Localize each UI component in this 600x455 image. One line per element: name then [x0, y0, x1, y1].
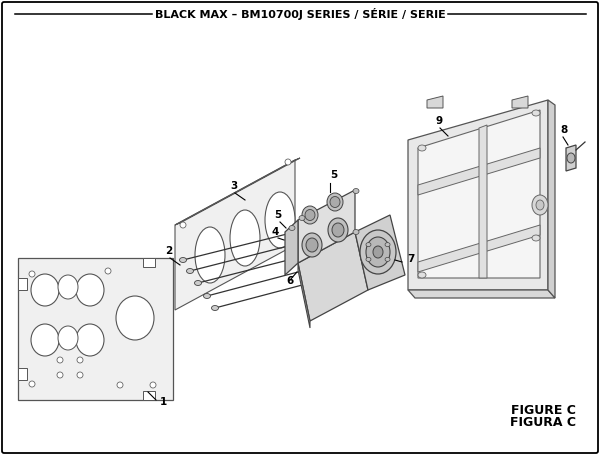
Polygon shape	[427, 96, 443, 108]
Ellipse shape	[57, 357, 63, 363]
Ellipse shape	[194, 280, 202, 285]
Polygon shape	[548, 100, 555, 298]
Text: 8: 8	[560, 125, 567, 135]
Ellipse shape	[117, 382, 123, 388]
Ellipse shape	[150, 382, 156, 388]
Ellipse shape	[179, 258, 187, 263]
Polygon shape	[418, 110, 540, 278]
Ellipse shape	[373, 246, 383, 258]
Ellipse shape	[29, 271, 35, 277]
Text: 7: 7	[407, 254, 415, 264]
Ellipse shape	[332, 223, 344, 237]
Ellipse shape	[532, 110, 540, 116]
Ellipse shape	[327, 193, 343, 211]
Ellipse shape	[366, 237, 390, 267]
Ellipse shape	[203, 293, 211, 298]
Ellipse shape	[366, 258, 371, 261]
Ellipse shape	[105, 268, 111, 274]
Polygon shape	[566, 145, 576, 171]
Ellipse shape	[289, 226, 295, 231]
Text: 6: 6	[286, 276, 293, 286]
Ellipse shape	[77, 372, 83, 378]
Ellipse shape	[418, 145, 426, 151]
Ellipse shape	[532, 195, 548, 215]
Polygon shape	[512, 96, 528, 108]
Text: BLACK MAX – BM10700J SERIES / SÉRIE / SERIE: BLACK MAX – BM10700J SERIES / SÉRIE / SE…	[155, 8, 445, 20]
Ellipse shape	[77, 357, 83, 363]
Polygon shape	[479, 125, 487, 278]
Ellipse shape	[58, 326, 78, 350]
Ellipse shape	[31, 324, 59, 356]
Ellipse shape	[230, 210, 260, 266]
Ellipse shape	[285, 159, 291, 165]
Polygon shape	[143, 391, 155, 400]
Ellipse shape	[187, 268, 193, 273]
Ellipse shape	[195, 227, 225, 283]
Polygon shape	[408, 290, 555, 298]
Ellipse shape	[29, 381, 35, 387]
Text: 1: 1	[160, 397, 167, 407]
Ellipse shape	[76, 324, 104, 356]
Polygon shape	[418, 225, 540, 272]
Polygon shape	[18, 258, 173, 400]
Polygon shape	[143, 258, 155, 267]
Ellipse shape	[180, 222, 186, 228]
Ellipse shape	[57, 372, 63, 378]
Ellipse shape	[212, 305, 218, 310]
Ellipse shape	[532, 235, 540, 241]
Ellipse shape	[366, 243, 371, 247]
Polygon shape	[418, 148, 540, 195]
Polygon shape	[298, 263, 310, 328]
Polygon shape	[18, 368, 27, 380]
Ellipse shape	[353, 188, 359, 193]
Ellipse shape	[76, 274, 104, 306]
Text: 5: 5	[274, 210, 281, 220]
Polygon shape	[18, 278, 27, 290]
Polygon shape	[408, 100, 548, 290]
Ellipse shape	[360, 230, 396, 274]
Ellipse shape	[328, 218, 348, 242]
Polygon shape	[175, 158, 300, 225]
Text: 2: 2	[165, 246, 172, 256]
Ellipse shape	[306, 238, 318, 252]
Polygon shape	[298, 190, 355, 263]
Ellipse shape	[116, 296, 154, 340]
Ellipse shape	[302, 206, 318, 224]
Ellipse shape	[302, 233, 322, 257]
Ellipse shape	[31, 274, 59, 306]
Polygon shape	[355, 215, 405, 290]
Ellipse shape	[330, 197, 340, 207]
Text: 5: 5	[330, 170, 337, 180]
Ellipse shape	[418, 272, 426, 278]
Polygon shape	[175, 160, 295, 310]
Text: FIGURA C: FIGURA C	[510, 416, 576, 430]
Ellipse shape	[536, 200, 544, 210]
Ellipse shape	[305, 209, 315, 221]
Ellipse shape	[567, 153, 575, 163]
Ellipse shape	[58, 275, 78, 299]
Text: 4: 4	[272, 227, 280, 237]
Text: 9: 9	[436, 116, 443, 126]
Text: FIGURE C: FIGURE C	[511, 404, 576, 416]
Ellipse shape	[385, 258, 390, 261]
Text: 3: 3	[230, 181, 237, 191]
Ellipse shape	[353, 229, 359, 234]
Ellipse shape	[299, 216, 305, 221]
Polygon shape	[285, 220, 298, 275]
Ellipse shape	[385, 243, 390, 247]
Ellipse shape	[265, 192, 295, 248]
Polygon shape	[298, 232, 368, 321]
